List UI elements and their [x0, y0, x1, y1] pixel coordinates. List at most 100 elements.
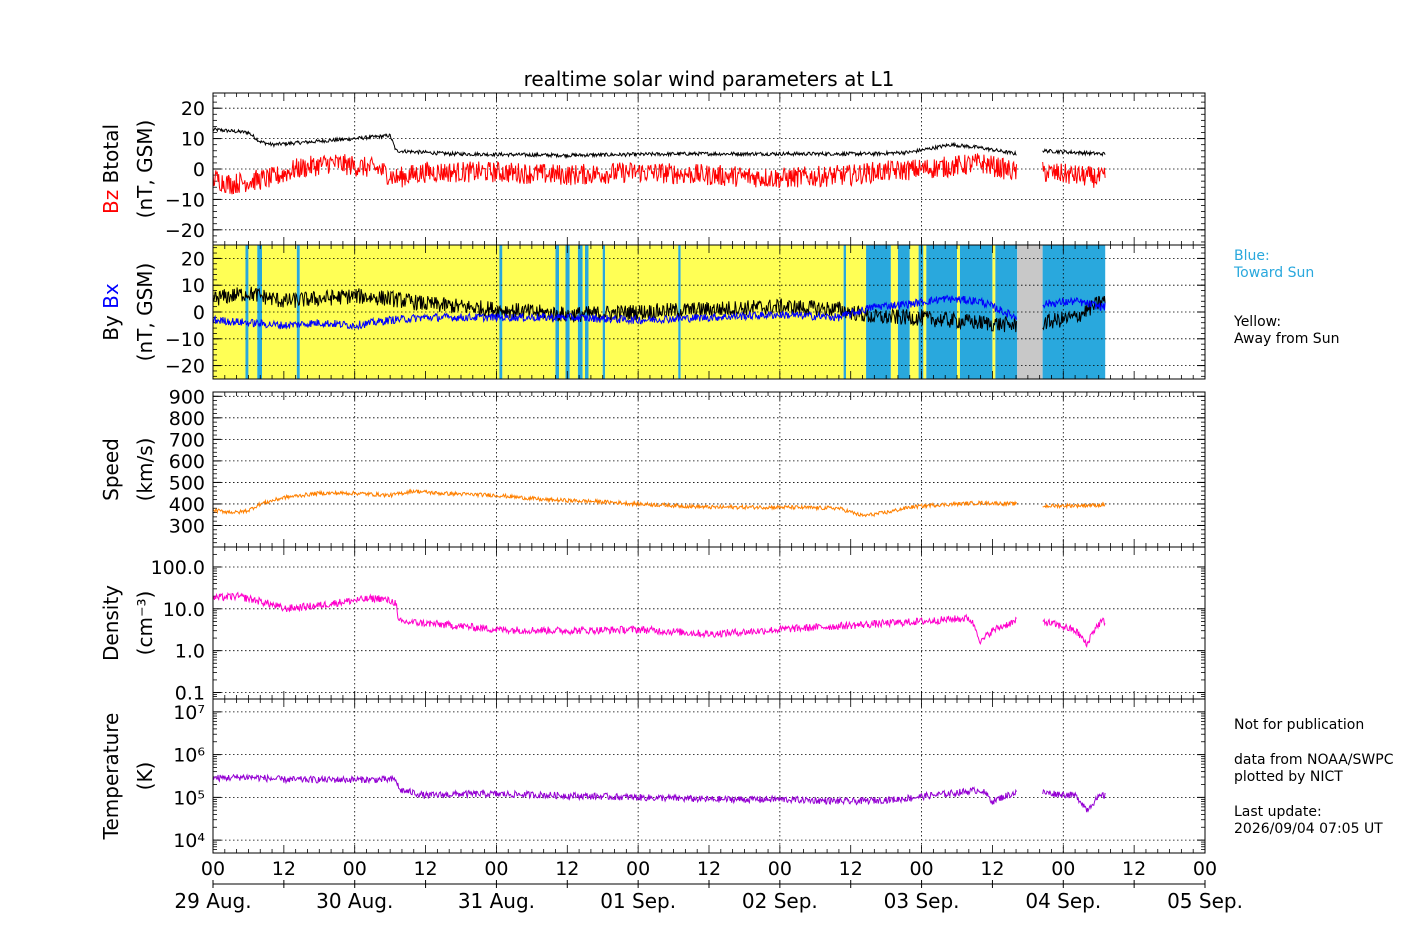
y-tick-label: 10⁵	[173, 787, 205, 809]
y-tick-label: 10.0	[163, 599, 205, 621]
series-line-temperature	[212, 773, 1106, 813]
sector-legend-yellow: Yellow: Away from Sun	[1234, 314, 1340, 347]
not-for-publication-note: Not for publication	[1234, 717, 1365, 733]
y-tick-label: 600	[169, 451, 205, 473]
y-tick-label: 0	[193, 159, 205, 181]
sector-band-toward	[245, 245, 249, 379]
y-tick-label: 10	[181, 275, 205, 297]
sector-band-toward	[585, 245, 589, 379]
y-axis-label-part: Temperature	[99, 713, 123, 841]
y-tick-label: 1.0	[175, 641, 205, 663]
sector-band-toward	[959, 245, 993, 379]
sector-band-away	[582, 245, 585, 379]
x-tick-label: 12	[697, 858, 721, 880]
x-date-label: 29 Aug.	[174, 889, 251, 913]
x-date-label: 30 Aug.	[316, 889, 393, 913]
series-line-density	[212, 591, 1106, 648]
y-tick-label: 400	[169, 494, 205, 516]
sector-legend-blue: Blue: Toward Sun	[1234, 248, 1315, 281]
x-tick-label: 00	[343, 858, 367, 880]
sector-band-toward	[257, 245, 263, 379]
x-tick-label: 12	[272, 858, 296, 880]
y-axis-unit: (nT, GSM)	[133, 263, 157, 362]
y-tick-label: −10	[165, 329, 205, 351]
y-axis-unit: (cm⁻³)	[133, 591, 157, 656]
y-tick-label: −10	[165, 189, 205, 211]
panel-imf-components: −20 −10 0 10 20 By Bx (nT, GSM)	[99, 244, 1206, 380]
y-tick-label: 900	[169, 386, 205, 408]
sector-band-toward	[602, 245, 606, 379]
y-tick-label: 10⁴	[173, 830, 205, 852]
panel-frame	[212, 698, 1206, 854]
y-axis-label-part: Density	[99, 585, 123, 661]
sector-band-toward	[678, 245, 681, 379]
x-tick-label: 00	[201, 858, 225, 880]
sector-band-away	[923, 245, 927, 379]
x-tick-label: 12	[980, 858, 1004, 880]
x-tick-label: 00	[626, 858, 650, 880]
panel-magnetic-field: −20 −10 0 10 20 Bz Btotal (nT, GSM)	[99, 92, 1206, 246]
y-tick-label: 700	[169, 429, 205, 451]
chart-title: realtime solar wind parameters at L1	[524, 67, 895, 91]
series-line-btotal	[212, 126, 1106, 159]
x-tick-label: 12	[413, 858, 437, 880]
y-tick-label: 800	[169, 408, 205, 430]
y-axis-label-part: Bz	[99, 190, 123, 214]
x-date-label: 04 Sep.	[1025, 889, 1101, 913]
y-axis-label-part: Bx	[99, 283, 123, 315]
x-tick-label: 12	[555, 858, 579, 880]
y-tick-label: −20	[165, 220, 205, 242]
last-update-note: Last update: 2026/09/04 07:05 UT	[1234, 804, 1383, 837]
x-tick-label: 12	[839, 858, 863, 880]
y-tick-label: 10⁶	[173, 745, 205, 767]
series-line-bx	[212, 294, 1106, 331]
y-tick-label: 300	[169, 515, 205, 537]
x-axis: 00 12 00 12 00 12 00 12 00 12 00 12 00 12 00 29 Aug. 30 …	[174, 858, 1243, 913]
y-axis-label-part: Btotal	[99, 124, 123, 190]
panel-density: 0.1 1.0 10.0 100.0 Density (cm⁻³)	[99, 546, 1206, 705]
x-tick-label: 00	[768, 858, 792, 880]
y-axis-label-part: Speed	[99, 438, 123, 501]
panel-temperature: 10⁴ 10⁵ 10⁶ 10⁷ Temperature (K)	[99, 698, 1206, 854]
y-tick-label: 0	[193, 302, 205, 324]
sector-band-away	[248, 245, 258, 379]
sector-band-away	[262, 245, 297, 379]
sector-band-toward	[843, 245, 846, 379]
y-axis-label-part: By	[99, 315, 123, 341]
series-line-bz	[212, 153, 1106, 195]
y-axis-label: By Bx	[99, 283, 123, 341]
x-date-label: 01 Sep.	[600, 889, 676, 913]
sector-band-toward	[499, 245, 503, 379]
x-tick-label: 00	[1051, 858, 1075, 880]
x-tick-label: 12	[1122, 858, 1146, 880]
y-axis-label: Density	[99, 585, 123, 661]
panel-frame	[212, 546, 1206, 700]
x-date-label: 02 Sep.	[742, 889, 818, 913]
y-axis-label: Bz Btotal	[99, 124, 123, 214]
y-axis-unit: (km/s)	[133, 438, 157, 502]
x-tick-label: 00	[1193, 858, 1217, 880]
y-axis-label: Temperature	[99, 713, 123, 841]
panel-frame	[212, 244, 1206, 380]
y-tick-label: 500	[169, 472, 205, 494]
y-tick-label: 10	[181, 129, 205, 151]
x-date-label: 03 Sep.	[884, 889, 960, 913]
y-axis-label: Speed	[99, 438, 123, 501]
x-date-label: 31 Aug.	[458, 889, 535, 913]
y-tick-label: −20	[165, 356, 205, 378]
y-tick-label: 10⁷	[173, 702, 205, 724]
x-tick-label: 00	[484, 858, 508, 880]
y-tick-label: 20	[181, 248, 205, 270]
x-tick-label: 00	[909, 858, 933, 880]
panel-frame	[212, 391, 1206, 548]
y-axis-unit: (K)	[133, 762, 157, 791]
y-tick-label: 100.0	[151, 557, 205, 579]
data-credit-note: data from NOAA/SWPC plotted by NICT	[1234, 752, 1394, 785]
y-axis-unit: (nT, GSM)	[133, 120, 157, 219]
y-tick-label: 0.1	[175, 683, 205, 705]
y-tick-label: 20	[181, 98, 205, 120]
x-date-label: 05 Sep.	[1167, 889, 1243, 913]
series-line-speed	[212, 488, 1106, 518]
